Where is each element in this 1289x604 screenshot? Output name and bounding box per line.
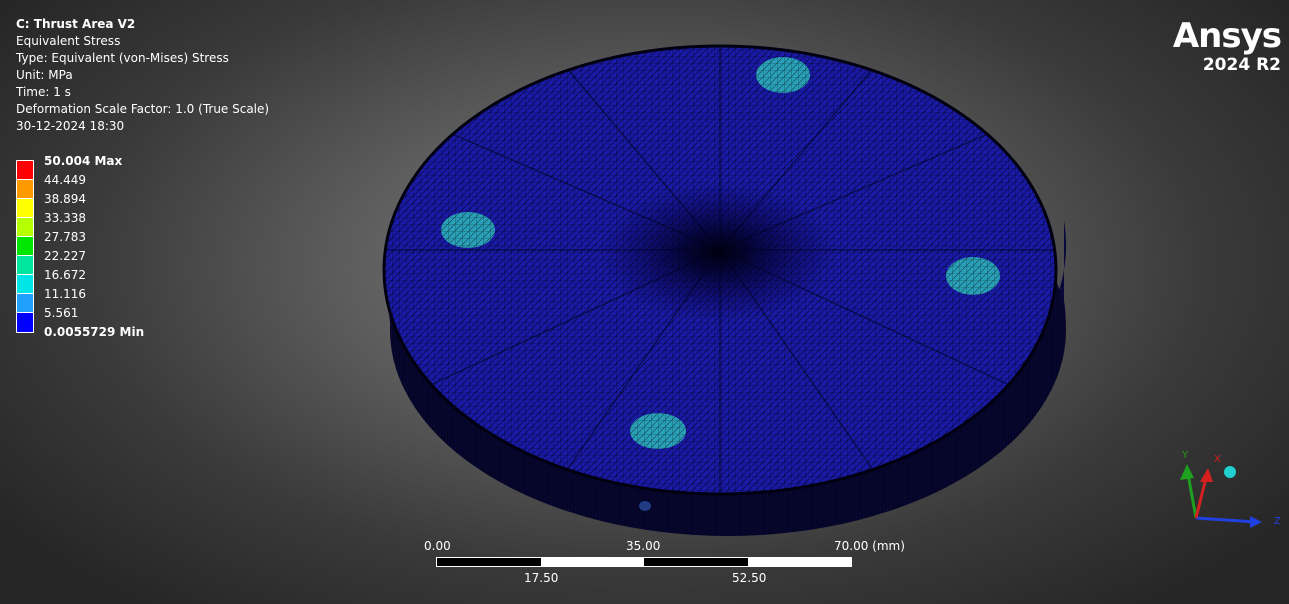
scale-label: 17.50 [524,571,559,585]
result-unit: Unit: MPa [16,68,73,82]
legend-swatch [17,218,33,237]
legend-level: 27.783 [44,230,86,244]
legend-labels: 50.004 Max 44.449 38.894 33.338 27.783 2… [44,152,204,342]
ansys-logo: Ansys 2024 R2 [1172,16,1282,76]
legend-swatch [17,256,33,275]
legend-level: 33.338 [44,211,86,225]
x-axis-arrow [1200,468,1213,482]
axis-triad[interactable]: Y X Z [1170,446,1286,536]
legend-level: 38.894 [44,192,86,206]
isometric-view-ball[interactable] [1224,466,1236,478]
legend-max: 50.004 Max [44,154,123,168]
contact-patch [756,57,810,93]
legend-swatch [17,294,33,313]
scale-label: 52.50 [732,571,767,585]
legend-swatch [17,313,33,332]
x-axis-label: X [1214,454,1221,465]
scale-ruler [436,557,852,567]
scale-bar: 0.00 35.00 70.00 (mm) 17.50 52.50 [424,539,905,591]
brand-name: Ansys [1172,16,1282,56]
legend-color-bar [16,160,34,333]
legend-swatch [17,161,33,180]
legend-level: 16.672 [44,268,86,282]
result-type: Type: Equivalent (von-Mises) Stress [16,51,229,65]
result-datetime: 30-12-2024 18:30 [16,119,125,133]
legend-swatch [17,180,33,199]
result-time: Time: 1 s [16,85,71,99]
legend-min: 0.0055729 Min [44,325,145,339]
result-info: C: Thrust Area V2 Equivalent Stress Type… [16,16,269,135]
side-hole [639,501,651,511]
contact-patch [630,413,686,449]
contact-patch [441,212,495,248]
scale-label: 70.00 (mm) [834,539,905,553]
scale-label: 0.00 [424,539,451,553]
analysis-title: C: Thrust Area V2 [16,17,136,31]
z-axis-line [1195,516,1257,524]
legend-level: 5.561 [44,306,79,320]
result-name: Equivalent Stress [16,34,121,48]
z-axis-arrow [1250,516,1262,528]
scale-label: 35.00 [626,539,661,553]
y-axis-label: Y [1181,450,1189,461]
brand-version: 2024 R2 [1202,55,1281,75]
contact-patch [946,257,1000,295]
legend-level: 11.116 [44,287,86,301]
legend-swatch [17,199,33,218]
legend-swatch [17,237,33,256]
legend-level: 44.449 [44,173,86,187]
z-axis-label: Z [1274,516,1281,527]
disc-model [382,44,1067,536]
deformation-scale: Deformation Scale Factor: 1.0 (True Scal… [16,102,270,116]
x-axis-line [1194,477,1208,519]
y-axis-line [1186,473,1198,519]
y-axis-arrow [1180,464,1194,480]
central-dense-mesh [598,182,838,322]
legend-swatch [17,275,33,294]
legend-level: 22.227 [44,249,86,263]
